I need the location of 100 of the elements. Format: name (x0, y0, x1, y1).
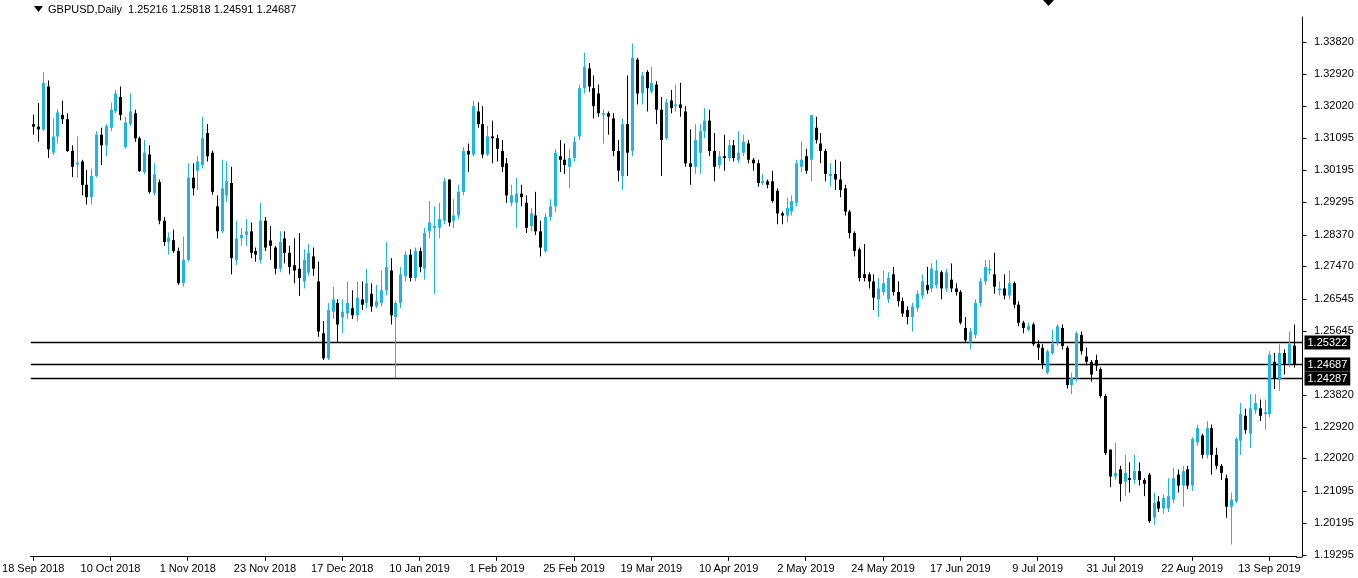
candlestick (689, 128, 692, 186)
candlestick (790, 194, 793, 216)
candlestick (1186, 465, 1189, 490)
candlestick (452, 198, 455, 229)
candlestick (1017, 300, 1020, 327)
x-tick-label: 1 Nov 2018 (159, 562, 216, 575)
candlestick (732, 139, 735, 163)
candlestick (984, 259, 987, 286)
candlestick (911, 302, 914, 332)
ref-line-label: 1.25322 (1307, 335, 1348, 348)
candlestick (486, 125, 489, 157)
candlestick (438, 202, 441, 239)
candlestick (674, 84, 677, 112)
candlestick (882, 269, 885, 297)
candlestick (235, 220, 238, 266)
candlestick (650, 66, 653, 94)
candlestick (588, 62, 591, 93)
candlestick (81, 159, 84, 196)
candlestick (419, 247, 422, 273)
x-tick-label: 18 Sep 2018 (2, 562, 65, 575)
candlestick (573, 135, 576, 163)
candlestick (1051, 329, 1054, 356)
y-tick-label: 1.32020 (1314, 98, 1354, 111)
candlestick (737, 130, 740, 164)
candlestick (742, 134, 745, 157)
candlestick (1182, 465, 1185, 508)
candlestick (969, 327, 972, 350)
y-tick-label: 1.29295 (1314, 194, 1354, 207)
candlestick (1230, 492, 1233, 545)
candlestick (776, 187, 779, 225)
candlestick (167, 231, 170, 256)
y-tick-label: 1.32920 (1314, 67, 1354, 80)
candlestick (563, 143, 566, 175)
candlestick (670, 89, 673, 114)
candlestick (293, 237, 296, 284)
candlestick (61, 100, 64, 125)
candlestick (375, 284, 378, 309)
candlestick (583, 52, 586, 94)
candlestick (713, 132, 716, 182)
candlestick (834, 159, 837, 191)
candlestick (805, 148, 808, 175)
candlestick (815, 116, 818, 145)
candlestick (182, 236, 185, 288)
candlestick (534, 191, 537, 236)
candlestick (303, 248, 306, 289)
candlestick (771, 170, 774, 204)
candlestick (979, 277, 982, 307)
candlestick (819, 132, 822, 164)
candlestick (274, 245, 277, 275)
candlestick (1162, 493, 1165, 515)
candlestick (892, 266, 895, 297)
candlestick (1254, 393, 1257, 415)
candlestick (1138, 461, 1141, 487)
x-tick-label: 9 Jul 2019 (1012, 562, 1064, 575)
candlestick (394, 300, 397, 379)
candlestick (916, 289, 919, 313)
candlestick (1013, 280, 1016, 309)
candlestick (477, 101, 480, 129)
candlestick (1124, 454, 1127, 497)
candlestick (539, 220, 542, 257)
candlestick (530, 207, 533, 232)
candlestick (592, 74, 595, 120)
candlestick (1056, 323, 1059, 347)
candlestick (1201, 433, 1204, 459)
candlestick (926, 266, 929, 295)
candlestick (85, 169, 88, 206)
candlestick (1167, 477, 1170, 513)
candlestick (559, 139, 562, 173)
candlestick (549, 198, 552, 222)
x-tick-label: 25 Feb 2019 (543, 562, 605, 575)
candlestick (515, 177, 518, 229)
candlestick (385, 241, 388, 297)
candlestick (1196, 424, 1199, 447)
candlestick (346, 280, 349, 320)
x-tick-label: 2 May 2019 (777, 562, 835, 575)
y-tick-label: 1.33820 (1314, 35, 1354, 48)
candlestick (332, 286, 335, 320)
x-tick-label: 19 Mar 2019 (620, 562, 683, 575)
candlestick (930, 262, 933, 293)
candlestick (699, 123, 702, 175)
candlestick (71, 144, 74, 178)
candlestick (786, 196, 789, 224)
candlestick (1070, 372, 1073, 395)
candlestick (307, 243, 310, 277)
candlestick (90, 168, 93, 206)
y-tick-label: 1.25645 (1314, 323, 1354, 336)
candlestick (728, 139, 731, 163)
candlestick (800, 141, 803, 173)
candlestick (839, 161, 842, 198)
candlestick (829, 162, 832, 188)
candlestick (370, 282, 373, 313)
candlestick (510, 184, 513, 207)
x-tick-label: 10 Oct 2018 (80, 562, 141, 575)
ref-line-label: 1.24687 (1307, 357, 1348, 370)
candlestick (380, 269, 383, 307)
candlestick (935, 259, 938, 289)
candlestick (312, 247, 315, 277)
x-tick-label: 23 Nov 2018 (233, 562, 297, 575)
candlestick (901, 297, 904, 318)
candlestick (607, 110, 610, 136)
